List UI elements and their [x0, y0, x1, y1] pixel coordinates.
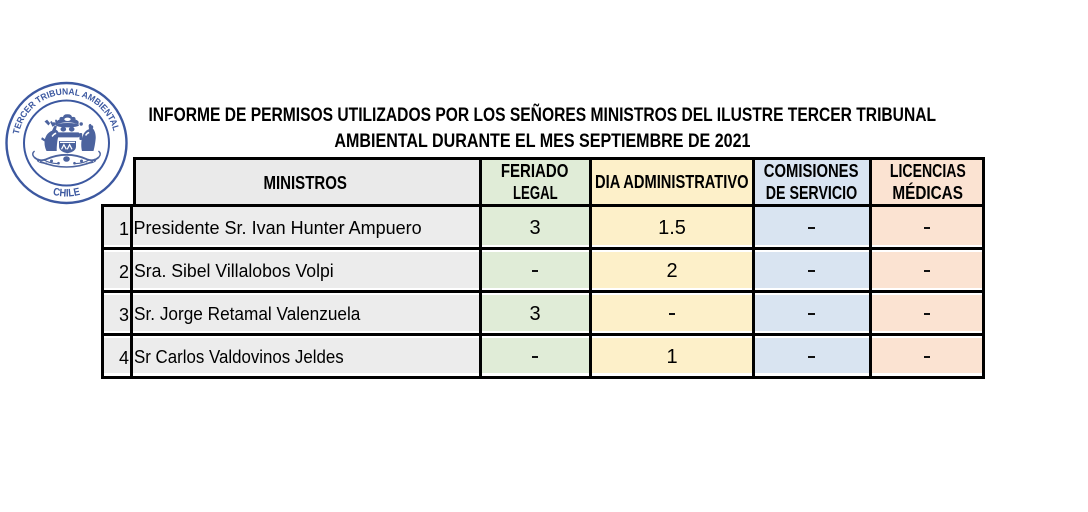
svg-text:CHILE: CHILE	[52, 186, 81, 200]
